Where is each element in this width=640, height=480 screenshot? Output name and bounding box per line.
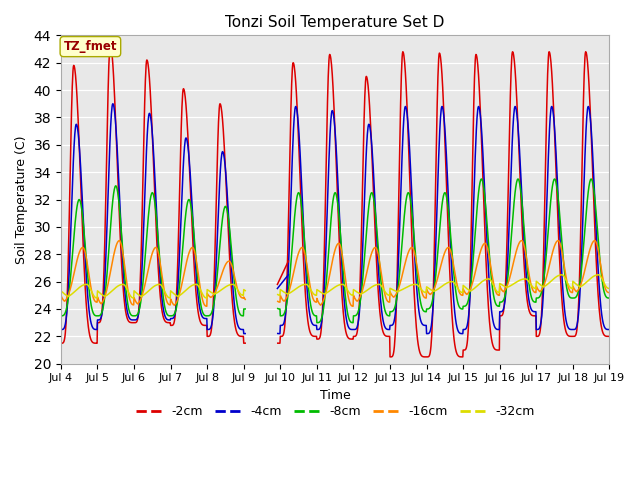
-4cm: [99, 300, 107, 305]
-2cm: [605, 334, 613, 339]
-2cm: [311, 334, 319, 339]
-4cm: [57, 327, 65, 333]
-2cm: [369, 183, 377, 189]
-8cm: [122, 284, 129, 289]
-2cm: [290, 61, 298, 67]
-16cm: [605, 290, 613, 296]
-4cm: [605, 327, 613, 333]
-2cm: [57, 340, 65, 346]
-4cm: [122, 297, 129, 302]
-4cm: [369, 165, 377, 170]
Y-axis label: Soil Temperature (C): Soil Temperature (C): [15, 135, 28, 264]
Line: -16cm: -16cm: [61, 240, 609, 306]
-8cm: [369, 193, 377, 199]
-8cm: [99, 303, 107, 309]
-16cm: [99, 298, 107, 303]
-8cm: [290, 223, 298, 228]
-32cm: [290, 288, 298, 293]
Line: -8cm: -8cm: [61, 179, 609, 323]
-16cm: [290, 269, 298, 275]
-32cm: [301, 281, 309, 287]
-16cm: [311, 299, 319, 305]
-2cm: [301, 288, 309, 294]
-8cm: [605, 295, 613, 301]
-4cm: [301, 256, 309, 262]
Title: Tonzi Soil Temperature Set D: Tonzi Soil Temperature Set D: [225, 15, 445, 30]
Line: -32cm: -32cm: [61, 275, 609, 298]
-4cm: [311, 323, 319, 328]
-32cm: [605, 286, 613, 291]
-32cm: [57, 288, 65, 294]
-16cm: [122, 271, 129, 276]
-2cm: [99, 286, 107, 291]
-2cm: [122, 309, 129, 314]
-8cm: [57, 313, 65, 319]
-4cm: [290, 120, 298, 126]
Legend: -2cm, -4cm, -8cm, -16cm, -32cm: -2cm, -4cm, -8cm, -16cm, -32cm: [131, 400, 540, 423]
Line: -4cm: -4cm: [61, 104, 609, 334]
Text: TZ_fmet: TZ_fmet: [63, 40, 117, 53]
-16cm: [369, 247, 377, 252]
-32cm: [369, 283, 377, 289]
-8cm: [301, 246, 309, 252]
X-axis label: Time: Time: [320, 389, 351, 402]
-32cm: [311, 292, 319, 298]
Line: -2cm: -2cm: [61, 45, 609, 357]
-32cm: [99, 293, 107, 299]
-16cm: [301, 252, 309, 258]
-16cm: [57, 292, 65, 298]
-32cm: [122, 284, 129, 289]
-8cm: [311, 313, 319, 319]
